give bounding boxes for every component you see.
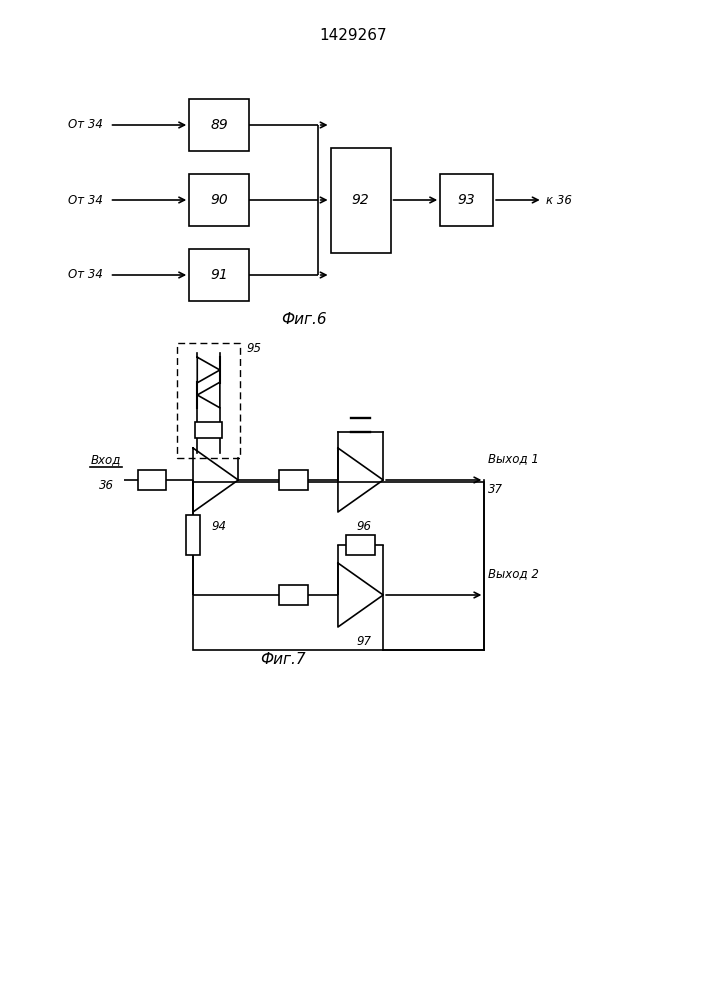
Bar <box>330 147 390 252</box>
Text: 37: 37 <box>488 483 503 496</box>
Text: 97: 97 <box>356 635 372 648</box>
Text: 91: 91 <box>210 268 228 282</box>
Text: Вход: Вход <box>91 453 121 466</box>
Text: 93: 93 <box>457 193 476 207</box>
Bar <box>193 482 484 650</box>
Bar <box>189 249 249 301</box>
Bar <box>279 470 308 490</box>
Bar <box>186 515 200 555</box>
Text: Выход 2: Выход 2 <box>488 567 539 580</box>
Text: От 34: От 34 <box>68 194 103 207</box>
Text: 36: 36 <box>98 479 114 492</box>
Bar <box>279 585 308 605</box>
Text: Выход 1: Выход 1 <box>488 452 539 465</box>
Text: 94: 94 <box>211 520 227 533</box>
Text: От 34: От 34 <box>68 118 103 131</box>
Text: 96: 96 <box>356 520 372 533</box>
Text: 92: 92 <box>351 193 370 207</box>
Bar <box>440 174 493 226</box>
Text: Фиг.7: Фиг.7 <box>260 652 305 668</box>
Bar <box>195 422 222 438</box>
Text: 90: 90 <box>210 193 228 207</box>
Bar <box>138 470 166 490</box>
Bar <box>177 342 240 458</box>
Text: 1429267: 1429267 <box>320 27 387 42</box>
Text: Фиг.6: Фиг.6 <box>281 312 327 328</box>
Text: к 36: к 36 <box>546 194 572 207</box>
Bar <box>189 174 249 226</box>
Text: 89: 89 <box>210 118 228 132</box>
Bar <box>346 535 375 555</box>
Bar <box>189 99 249 151</box>
Text: 95: 95 <box>246 342 261 356</box>
Text: От 34: От 34 <box>68 268 103 282</box>
